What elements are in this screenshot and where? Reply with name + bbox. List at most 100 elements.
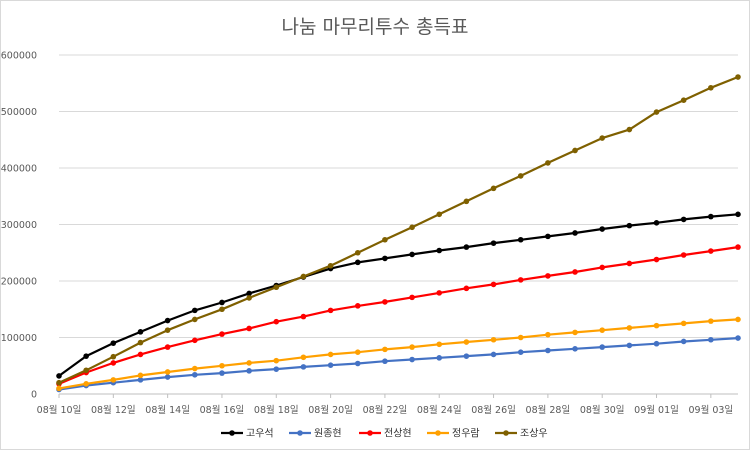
data-point (490, 281, 497, 288)
data-point (382, 358, 388, 365)
data-point (164, 344, 171, 350)
data-point (110, 377, 117, 383)
data-point (246, 368, 252, 374)
data-point (653, 256, 660, 263)
data-point (735, 316, 741, 323)
axes: 0 100000 200000 300000 400000 500000 600000 08월… (1, 51, 738, 416)
data-point (599, 327, 605, 333)
data-point (653, 322, 660, 329)
data-point (680, 216, 687, 223)
data-point (572, 329, 578, 336)
data-point (436, 341, 443, 348)
data-point (653, 220, 660, 226)
x-tick-label: 09월 01일 (634, 404, 679, 416)
data-point (246, 290, 252, 297)
data-point (572, 230, 578, 236)
legend-marker (367, 430, 373, 436)
x-tick-label: 08월 10일 (37, 404, 82, 416)
data-point (572, 147, 578, 154)
data-point (708, 318, 714, 324)
legend-entry: 전상현 (359, 428, 412, 440)
x-tick-label: 08월 26일 (471, 404, 516, 416)
data-point (463, 339, 470, 345)
data-point (246, 295, 252, 301)
data-point (517, 334, 524, 341)
legend-entry: 원종현 (289, 428, 342, 440)
chart-title: 나눔 마무리투수 총득표 (281, 16, 469, 38)
data-point (436, 355, 443, 361)
data-point (382, 299, 388, 305)
data-point (382, 255, 388, 262)
data-point (735, 335, 741, 341)
data-point (463, 285, 470, 292)
x-tick-label: 08월 22일 (363, 404, 408, 416)
data-point (409, 344, 415, 350)
data-point (382, 346, 388, 353)
data-point (300, 273, 307, 280)
data-point (436, 290, 443, 296)
y-tick-label: 200000 (1, 277, 37, 288)
data-point (680, 320, 687, 327)
data-point (626, 260, 633, 267)
data-point (354, 259, 361, 266)
data-point (708, 336, 714, 343)
data-point (599, 135, 605, 141)
data-point (735, 74, 741, 80)
data-point (517, 349, 524, 355)
data-point (708, 248, 714, 254)
data-point (219, 362, 225, 369)
data-point (490, 351, 497, 358)
data-point (164, 327, 171, 333)
data-point (192, 307, 198, 314)
series-line (58, 318, 739, 390)
x-tick-label: 08월 12일 (91, 404, 136, 416)
data-point (382, 236, 388, 243)
x-tick-label: 09월 03일 (688, 404, 733, 416)
y-tick-label: 300000 (1, 220, 37, 231)
legend: 고우석 원종현 전상현 정우람 조상우 (221, 427, 548, 440)
data-point (708, 213, 714, 220)
x-tick-label: 08월 14일 (145, 404, 190, 416)
data-point (436, 211, 443, 218)
data-point (708, 84, 714, 91)
data-point (56, 385, 62, 392)
data-point (409, 251, 415, 258)
legend-label: 조상우 (520, 428, 548, 440)
data-point (626, 342, 633, 349)
data-point (517, 173, 524, 179)
data-point (327, 262, 334, 269)
x-tick-label: 08월 18일 (254, 404, 299, 416)
data-point (653, 340, 660, 347)
data-point (83, 381, 89, 387)
data-point (327, 351, 334, 358)
data-point (246, 360, 252, 366)
legend-entry: 조상우 (495, 428, 548, 440)
x-tick-label: 08월 30일 (580, 404, 625, 416)
data-point (626, 325, 633, 331)
data-point (735, 244, 741, 250)
data-point (300, 313, 307, 320)
data-point (463, 244, 470, 250)
data-point (192, 365, 198, 372)
data-point (273, 284, 280, 291)
data-point (545, 331, 551, 338)
series-line (58, 213, 739, 377)
data-point (164, 374, 171, 380)
data-point (164, 369, 171, 375)
data-point (463, 198, 470, 205)
data-point (300, 354, 307, 361)
data-point (219, 306, 225, 313)
data-point (463, 353, 470, 359)
data-point (219, 370, 225, 376)
y-tick-label: 400000 (1, 164, 37, 175)
data-point (490, 336, 497, 343)
data-point (137, 377, 144, 383)
data-point (409, 356, 415, 363)
data-point (599, 264, 605, 271)
data-point (219, 331, 225, 337)
data-point (572, 269, 578, 275)
data-point (110, 360, 117, 366)
legend-marker (503, 430, 509, 436)
data-point (517, 236, 524, 243)
